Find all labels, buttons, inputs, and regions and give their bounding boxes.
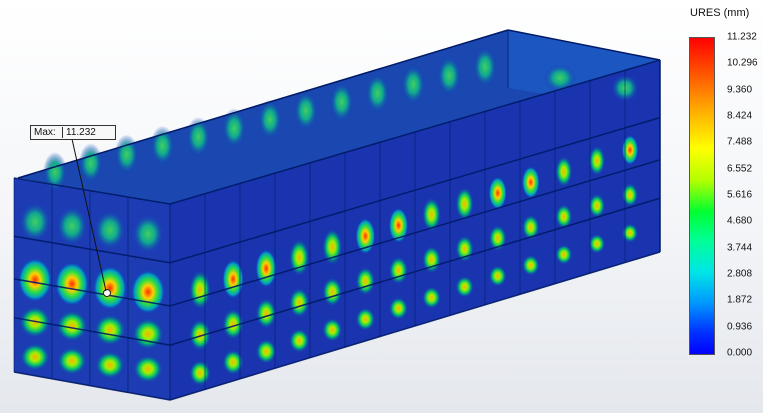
stress-contour-patch [521,214,540,241]
stress-contour-patch [322,317,343,342]
stress-contour-patch [293,90,318,131]
stiffener-line [13,235,171,264]
stress-contour-patch [422,197,442,232]
stress-contour-patch [114,134,139,175]
legend-tick-label: 11.232 [727,31,757,43]
stiffener-line [17,29,509,179]
stress-contour-patch [132,214,164,254]
legend-tick-label: 1.872 [727,294,753,306]
legend-tick-label: 2.808 [727,268,753,280]
stress-contour-patch [455,275,474,298]
stress-contour-patch [43,152,67,192]
max-probe-marker [103,289,111,297]
stress-contour-patch [488,265,507,287]
stress-contour-patch [288,238,310,277]
stress-contour-patch [19,202,51,242]
stress-contour-patch [388,256,409,285]
stress-contour-patch [255,249,277,288]
stress-contour-patch [422,286,442,309]
stress-contour-patch [355,307,376,331]
stress-contour-patch [488,224,507,252]
max-value: 11.232 [66,127,96,138]
stress-contour-patch [437,55,462,96]
stress-contour-patch [422,245,442,274]
stress-contour-patch [222,259,244,299]
legend-tick-label: 7.488 [727,136,753,148]
stress-contour-patch [544,64,576,92]
stress-contour-patch [521,254,540,276]
stress-contour-patch [288,287,310,318]
stress-contour-patch [133,355,163,383]
max-probe-leader [71,138,107,292]
legend-tick-label: 3.744 [727,242,753,254]
legend-tick-label: 4.680 [727,215,753,227]
left-end-face [14,178,170,400]
stress-contour-patch [521,166,540,199]
stress-contour-patch [365,73,390,114]
legend-tick-label: 0.936 [727,321,753,333]
stress-contour-patch [94,210,126,250]
stress-contour-patch [57,347,87,375]
legend-tick-label: 5.616 [727,189,753,201]
stress-contour-patch [488,176,507,210]
legend-color-bar [689,37,715,355]
stress-contour-patch [78,143,103,184]
stress-contour-patch [288,328,310,353]
stress-contour-patch [621,223,639,243]
stress-contour-patch [55,262,89,306]
stress-contour-patch [186,117,211,157]
stress-contour-patch [189,270,211,310]
stress-contour-patch [455,186,474,221]
stress-contour-patch [329,82,354,122]
stress-contour-patch [588,145,606,177]
stress-contour-patch [95,351,125,379]
stiffener-line [507,29,661,61]
stress-contour-patch [131,270,165,314]
stress-contour-patch [222,308,244,340]
stress-contour-patch [132,318,164,350]
legend-tick-label: 9.360 [727,84,753,96]
max-label: Max: [31,127,63,138]
stress-contour-patch [94,314,126,346]
stress-contour-patch [222,108,247,149]
max-probe-callout[interactable]: Max: 11.232 [30,125,116,140]
stress-contour-patch [388,207,409,244]
legend-tick-label: 0.000 [727,347,753,359]
stress-contour-patch [18,258,52,302]
stress-contour-patch [621,135,639,165]
stiffener-line [13,371,171,401]
stiffener-line [13,278,171,307]
stress-contour-patch [222,349,244,375]
stress-contour-patch [621,183,639,207]
stress-contour-patch [388,296,409,320]
stress-contour-patch [355,218,376,255]
stress-contour-patch [189,360,211,386]
stiffener-line [13,316,171,346]
stress-contour-patch [473,47,497,87]
stress-contour-patch [255,298,277,329]
stress-contour-patch [322,277,343,307]
stress-contour-patch [255,338,277,364]
stiffener-line [13,177,171,205]
legend-tick-label: 6.552 [727,163,753,175]
stress-contour-patch [555,244,573,265]
stress-contour-patch [93,266,127,310]
legend-tick-label: 8.424 [727,110,753,122]
stress-contour-patch [588,233,606,254]
stress-contour-patch [56,310,88,342]
stress-contour-patch [258,99,282,140]
stress-contour-patch [189,319,211,351]
stress-contour-patch [20,343,50,371]
legend-tick-label: 10.296 [727,57,758,69]
stress-contour-patch [555,203,573,230]
stress-contour-patch [401,64,426,105]
stress-contour-patch [355,266,376,296]
legend-title: URES (mm) [690,7,750,19]
stress-contour-patch [56,206,88,246]
stress-contour-patch [588,193,606,219]
stress-contour-patch [555,155,573,188]
